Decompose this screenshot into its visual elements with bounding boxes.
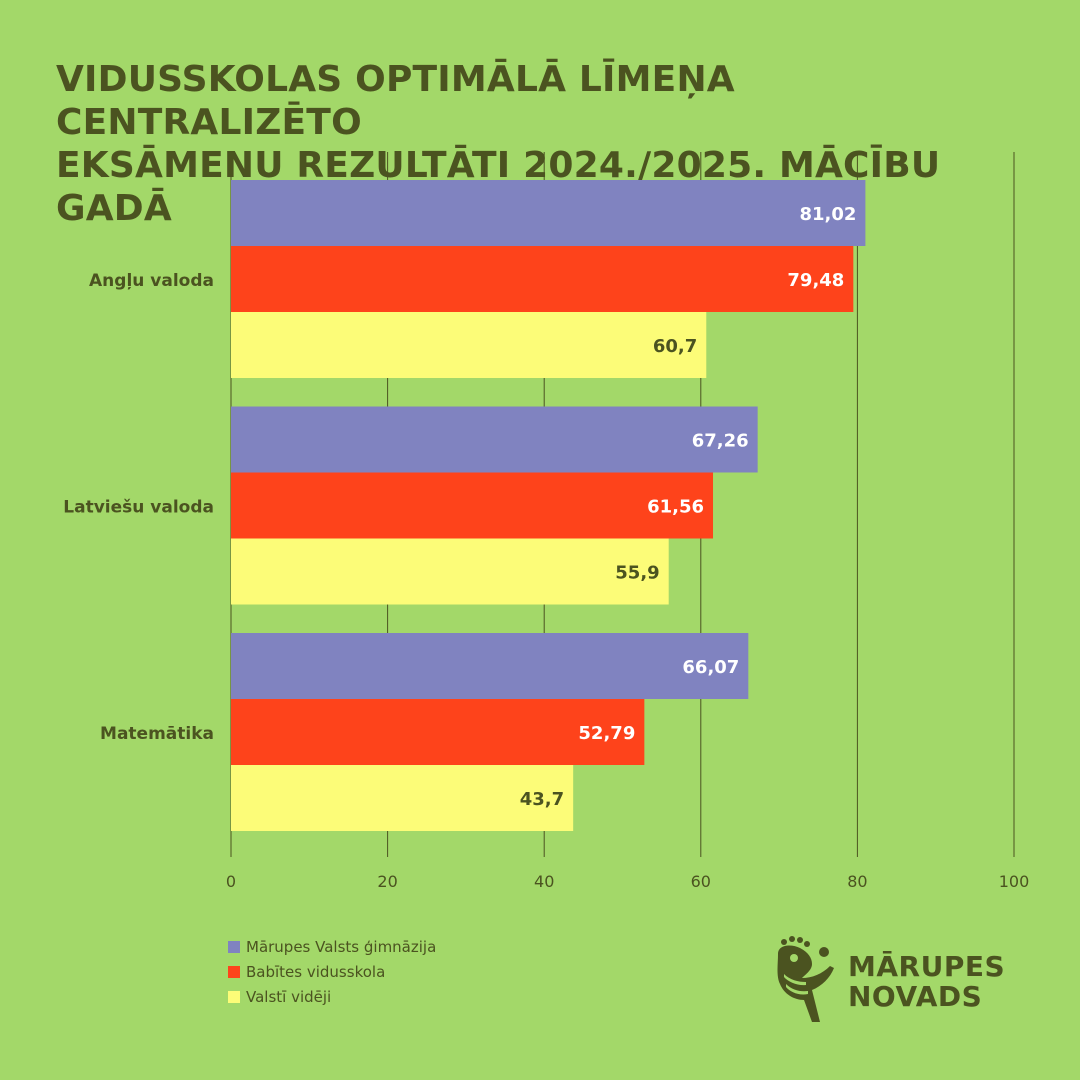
legend-swatch <box>228 965 240 978</box>
category-label: Matemātika <box>100 724 214 744</box>
data-label: 55,9 <box>615 563 659 584</box>
legend-swatch <box>228 940 240 953</box>
logo-line: NOVADS <box>848 980 983 1013</box>
category-label: Angļu valoda <box>89 271 214 291</box>
data-label: 61,56 <box>647 497 704 518</box>
legend-label: Valstī vidēji <box>246 987 332 1006</box>
x-tick-label: 60 <box>691 872 711 891</box>
data-label: 43,7 <box>520 789 564 810</box>
chart-title-line-1: VIDUSSKOLAS OPTIMĀLĀ LĪMEŅA CENTRALIZĒTO <box>56 59 735 143</box>
logo-line: MĀRUPES <box>848 950 1006 983</box>
data-label: 67,26 <box>692 431 749 452</box>
data-label: 66,07 <box>682 657 739 678</box>
legend-item: Mārupes Valsts ģimnāzija <box>228 934 436 959</box>
marupes-novads-logo: MĀRUPES NOVADS <box>772 934 1042 1029</box>
bar <box>231 180 866 246</box>
legend-item: Valstī vidēji <box>228 984 436 1009</box>
data-label: 81,02 <box>799 204 856 225</box>
legend-item: Babītes vidusskola <box>228 959 436 984</box>
bar <box>231 406 758 473</box>
bar <box>231 699 645 765</box>
x-tick-label: 80 <box>847 872 867 891</box>
bar-chart: 0 20 40 60 80 100 81,02 79,48 60,7 Angļu valoda 67… <box>63 152 1030 891</box>
bar <box>231 312 707 378</box>
x-tick-label: 40 <box>534 872 554 891</box>
bar <box>231 633 749 699</box>
x-tick-label: 100 <box>999 872 1030 891</box>
bar <box>231 246 854 312</box>
legend-swatch <box>228 990 240 1003</box>
data-label: 60,7 <box>653 336 697 357</box>
data-label: 79,48 <box>787 270 844 291</box>
category-label: Latviešu valoda <box>63 498 214 518</box>
logo-wordmark: MĀRUPES NOVADS <box>848 952 1005 1012</box>
data-label: 52,79 <box>578 723 635 744</box>
legend: Mārupes Valsts ģimnāzija Babītes vidussk… <box>228 934 436 1009</box>
bar <box>231 472 714 539</box>
legend-label: Babītes vidusskola <box>246 962 386 981</box>
rooster-logo-icon <box>777 936 834 1022</box>
legend-label: Mārupes Valsts ģimnāzija <box>246 937 437 956</box>
chart-title-line-2: EKSĀMENU REZULTĀTI 2024./2025. MĀCĪBU GA… <box>56 145 941 229</box>
bar <box>231 765 574 831</box>
x-tick-label: 20 <box>377 872 397 891</box>
bar <box>231 538 669 605</box>
x-tick-label: 0 <box>226 872 236 891</box>
chart-title: VIDUSSKOLAS OPTIMĀLĀ LĪMEŅA CENTRALIZĒTO… <box>56 58 1046 230</box>
